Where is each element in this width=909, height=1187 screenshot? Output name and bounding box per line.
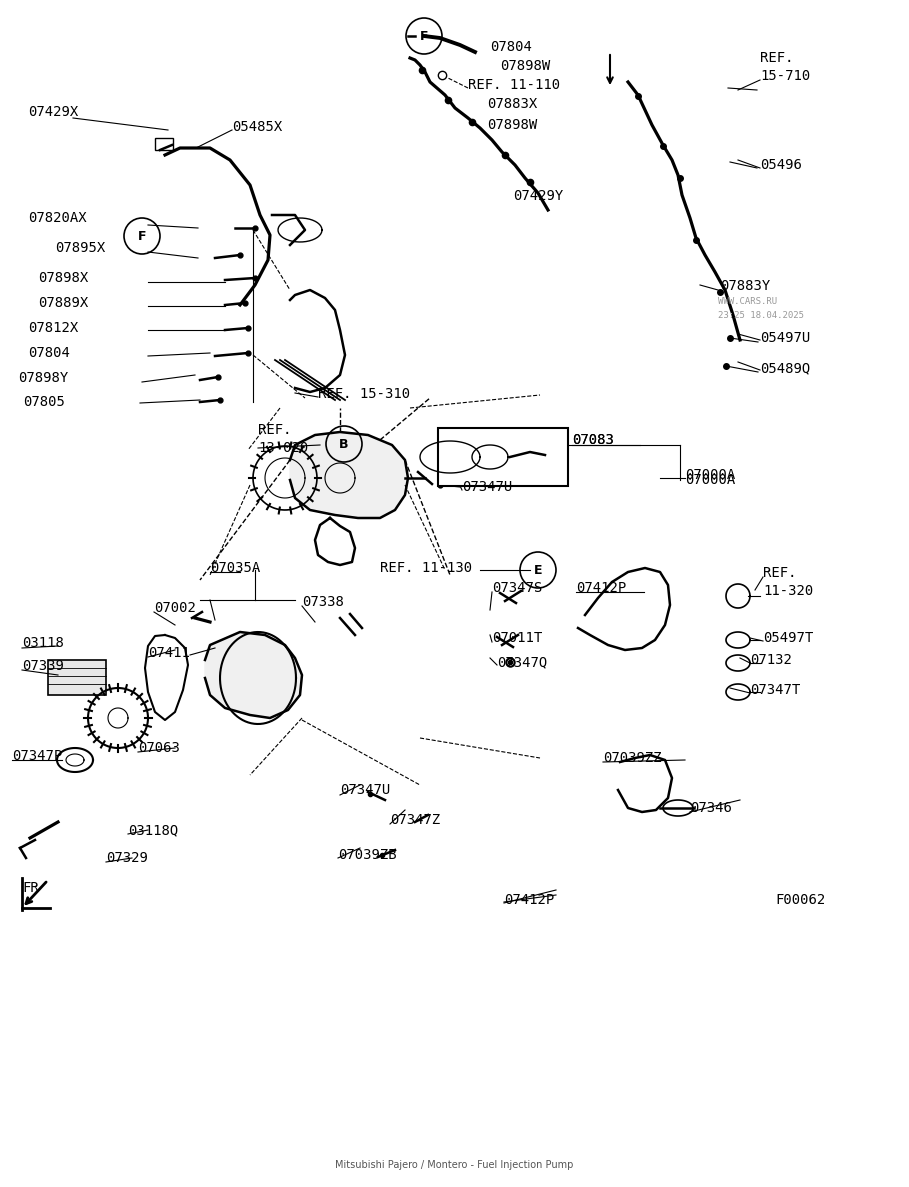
Text: 07812X: 07812X xyxy=(28,320,78,335)
Text: 07000A: 07000A xyxy=(685,472,735,487)
Text: 07883X: 07883X xyxy=(487,97,537,112)
Text: 07883Y: 07883Y xyxy=(720,279,770,293)
Text: 07898Y: 07898Y xyxy=(18,372,68,385)
Text: 07347P: 07347P xyxy=(12,749,62,763)
Text: F00062: F00062 xyxy=(775,893,825,907)
Text: FR: FR xyxy=(22,881,39,895)
Text: 07000A: 07000A xyxy=(685,468,735,482)
Text: 07895X: 07895X xyxy=(55,241,105,255)
Text: 07889X: 07889X xyxy=(38,296,88,310)
Text: F: F xyxy=(138,229,146,242)
Text: 07063: 07063 xyxy=(138,741,180,755)
Text: 05489Q: 05489Q xyxy=(760,361,810,375)
Text: 07429X: 07429X xyxy=(28,104,78,119)
Text: 07347Q: 07347Q xyxy=(497,655,547,669)
Polygon shape xyxy=(205,631,302,718)
Text: 07820AX: 07820AX xyxy=(28,211,86,226)
Text: 07347S: 07347S xyxy=(492,580,543,595)
Text: Mitsubishi Pajero / Montero - Fuel Injection Pump: Mitsubishi Pajero / Montero - Fuel Injec… xyxy=(335,1160,574,1170)
Text: 07011T: 07011T xyxy=(492,631,543,645)
Text: 15-710: 15-710 xyxy=(760,69,810,83)
Text: 11-320: 11-320 xyxy=(763,584,814,598)
Text: 07083: 07083 xyxy=(572,433,614,447)
Bar xyxy=(48,660,106,696)
Text: 07898W: 07898W xyxy=(500,59,550,72)
Text: 07898X: 07898X xyxy=(38,271,88,285)
Text: 05485X: 05485X xyxy=(232,120,283,134)
Text: 07805: 07805 xyxy=(23,395,65,410)
Text: 07339: 07339 xyxy=(22,659,64,673)
Text: 07083: 07083 xyxy=(572,433,614,447)
Text: 03118Q: 03118Q xyxy=(128,823,178,837)
Text: 07412P: 07412P xyxy=(576,580,626,595)
Text: 07338: 07338 xyxy=(302,595,344,609)
Text: 07039ZB: 07039ZB xyxy=(338,848,396,862)
Text: WWW.CARS.RU: WWW.CARS.RU xyxy=(718,298,777,306)
Text: 05497U: 05497U xyxy=(760,331,810,345)
Text: REF. 11-130: REF. 11-130 xyxy=(380,561,472,575)
Text: 07035A: 07035A xyxy=(210,561,260,575)
Text: 07804: 07804 xyxy=(490,40,532,53)
Text: 07411: 07411 xyxy=(148,646,190,660)
Text: 07898W: 07898W xyxy=(487,118,537,132)
Text: 03118: 03118 xyxy=(22,636,64,650)
Text: 23:25 18.04.2025: 23:25 18.04.2025 xyxy=(718,311,804,319)
Text: REF.: REF. xyxy=(258,423,292,437)
Text: REF. 15-310: REF. 15-310 xyxy=(318,387,410,401)
Text: REF.: REF. xyxy=(763,566,796,580)
Text: 07347T: 07347T xyxy=(750,683,800,697)
Text: 07347U: 07347U xyxy=(340,783,390,796)
Text: 13-020: 13-020 xyxy=(258,442,308,455)
Text: 07347Z: 07347Z xyxy=(390,813,440,827)
Text: 07412P: 07412P xyxy=(504,893,554,907)
Text: F: F xyxy=(420,30,428,43)
Text: E: E xyxy=(534,564,543,577)
Text: 07347U: 07347U xyxy=(462,480,513,494)
Text: REF.: REF. xyxy=(760,51,794,65)
Text: 07002: 07002 xyxy=(154,601,195,615)
Text: 05497T: 05497T xyxy=(763,631,814,645)
Polygon shape xyxy=(290,432,408,518)
Text: 07346: 07346 xyxy=(690,801,732,815)
Text: 07429Y: 07429Y xyxy=(513,189,564,203)
Text: 07132: 07132 xyxy=(750,653,792,667)
Text: 07039ZZ: 07039ZZ xyxy=(603,751,662,764)
Text: 07329: 07329 xyxy=(106,851,148,865)
Bar xyxy=(155,138,173,150)
Text: REF. 11-110: REF. 11-110 xyxy=(468,78,560,93)
Bar xyxy=(438,429,568,485)
Text: B: B xyxy=(339,438,349,451)
Text: 07804: 07804 xyxy=(28,345,70,360)
Text: 05496: 05496 xyxy=(760,158,802,172)
